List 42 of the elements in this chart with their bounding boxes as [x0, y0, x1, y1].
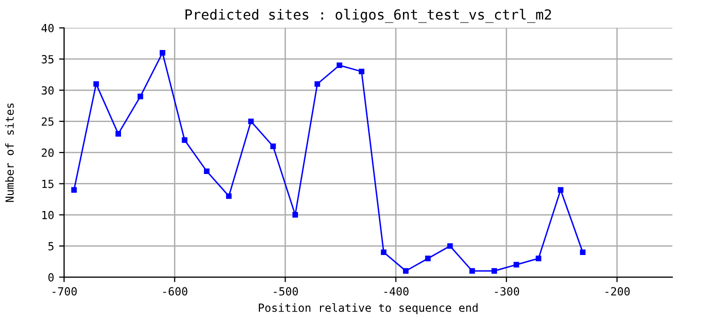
- point: [580, 249, 586, 256]
- y-tick-label: 5: [48, 242, 54, 250]
- y-tick-label: 10: [42, 210, 54, 220]
- point: [558, 187, 564, 193]
- point: [138, 94, 144, 100]
- x-tick-label: -500: [274, 287, 298, 296]
- chart-title: Predicted sites : oligos_6nt_test_vs_ctrl_m2: [186, 8, 551, 23]
- x-tick-label: -400: [384, 287, 408, 296]
- y-tick-label: 35: [42, 55, 54, 64]
- y-tick-label: 25: [42, 117, 54, 126]
- x-tick-label: -200: [606, 287, 630, 296]
- point: [248, 118, 254, 124]
- y-tick-label: 40: [42, 24, 54, 32]
- y-axis-title: Number of sites: [5, 103, 14, 202]
- y-tick-label: 15: [42, 180, 54, 188]
- point: [270, 144, 276, 150]
- point: [204, 168, 210, 174]
- point: [358, 68, 364, 74]
- x-axis-title: Position relative to sequence end: [258, 303, 478, 314]
- point: [182, 137, 188, 143]
- point: [514, 262, 520, 268]
- point: [469, 268, 475, 274]
- y-tick-label: 20: [42, 148, 54, 157]
- point: [403, 268, 409, 274]
- point: [336, 62, 342, 68]
- x-tick-label: -600: [163, 287, 188, 296]
- y-tick-label: 0: [48, 273, 54, 282]
- x-tick-label: -700: [52, 287, 77, 296]
- point: [115, 131, 122, 137]
- point: [447, 243, 453, 249]
- point: [536, 256, 542, 262]
- point: [292, 212, 298, 218]
- point: [314, 81, 320, 87]
- point: [491, 268, 498, 274]
- point: [380, 249, 386, 256]
- point: [226, 193, 232, 199]
- x-tick-label: -300: [494, 287, 520, 296]
- y-tick-label: 30: [42, 86, 54, 95]
- point: [71, 187, 77, 193]
- point: [425, 256, 431, 262]
- point: [160, 50, 166, 56]
- point: [93, 81, 99, 87]
